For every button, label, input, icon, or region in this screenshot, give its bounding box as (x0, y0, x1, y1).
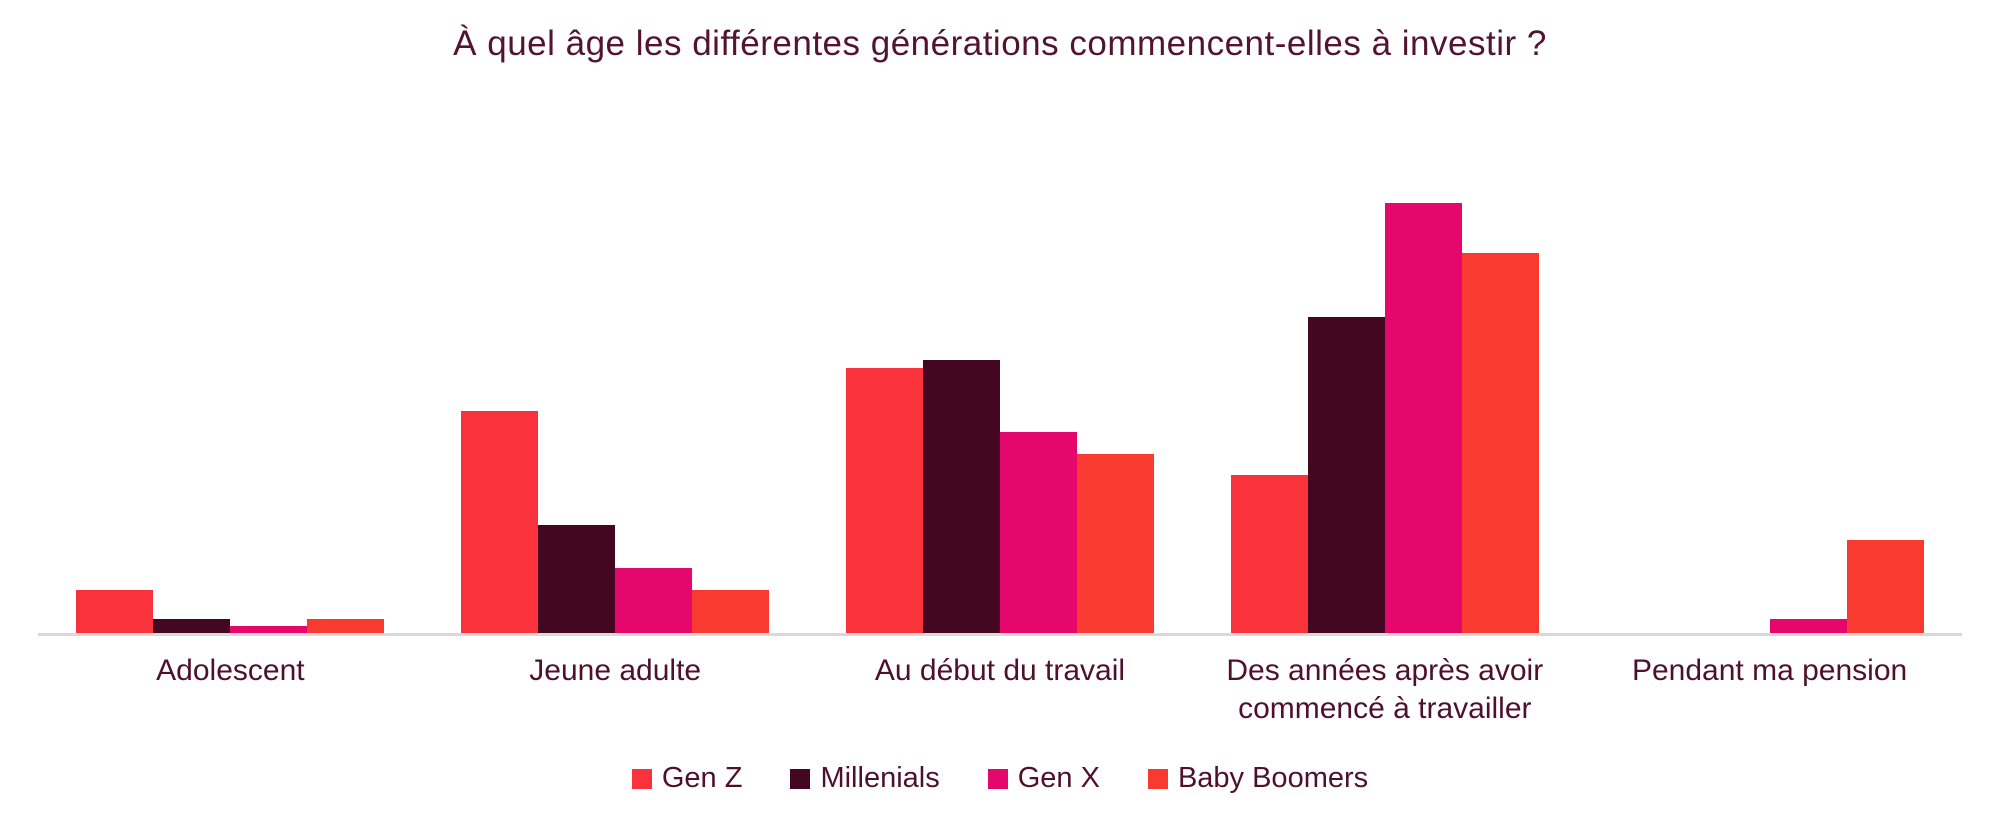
legend-label: Millenials (820, 762, 940, 794)
bar-baby-boomers-adolescent (307, 619, 385, 633)
legend-item-baby-boomers: Baby Boomers (1147, 762, 1369, 795)
bar-baby-boomers-pendant-ma-pension (1846, 540, 1924, 633)
category-axis: Adolescent Jeune adulte Au début du travai… (38, 652, 1962, 728)
bar-gen-z-au-debut-du-travail (845, 368, 923, 633)
legend-swatch-icon (1147, 768, 1168, 789)
bar-group-au-debut-du-travail (808, 181, 1193, 633)
legend-swatch-icon (790, 768, 811, 789)
legend-label: Gen Z (661, 762, 743, 794)
legend-swatch-icon (631, 768, 652, 789)
bar-group-jeune-adulte (423, 181, 808, 633)
category-label-des-annees-apres-avoir-commence-a-travailler: Des années après avoir commencé à travai… (1226, 654, 1544, 725)
chart-title: À quel âge les différentes générations c… (453, 24, 1547, 63)
bar-gen-x-adolescent (230, 626, 308, 633)
legend-item-gen-z: Gen Z (631, 762, 743, 795)
bar-gen-x-jeune-adulte (615, 568, 693, 633)
bar-gen-z-des-annees-apres-avoir-commence-a-travailler (1230, 475, 1308, 633)
bar-baby-boomers-jeune-adulte (692, 590, 770, 633)
bar-millenials-jeune-adulte (538, 525, 616, 633)
bar-gen-z-jeune-adulte (461, 411, 539, 633)
legend-label: Gen X (1017, 762, 1100, 794)
bar-baby-boomers-des-annees-apres-avoir-commence-a-travailler (1461, 253, 1539, 633)
bar-millenials-au-debut-du-travail (922, 360, 1000, 633)
legend-swatch-icon (987, 768, 1008, 789)
bar-group-des-annees-apres-avoir-commence-a-travailler (1192, 181, 1577, 633)
category-label-adolescent: Adolescent (156, 654, 305, 687)
bar-gen-x-au-debut-du-travail (999, 432, 1077, 633)
legend-label: Baby Boomers (1177, 762, 1369, 794)
plot-area (38, 181, 1962, 636)
bar-gen-x-pendant-ma-pension (1769, 619, 1847, 633)
bar-baby-boomers-au-debut-du-travail (1076, 454, 1154, 633)
bar-gen-x-des-annees-apres-avoir-commence-a-travailler (1384, 203, 1462, 633)
legend-item-millenials: Millenials (790, 762, 940, 795)
bar-group-adolescent (38, 181, 423, 633)
bar-group-pendant-ma-pension (1577, 181, 1962, 633)
category-label-pendant-ma-pension: Pendant ma pension (1631, 654, 1908, 687)
category-label-au-debut-du-travail: Au début du travail (874, 654, 1126, 687)
bar-millenials-des-annees-apres-avoir-commence-a-travailler (1307, 317, 1385, 633)
legend: Gen Z Millenials Gen X Baby Boomers (0, 762, 2000, 795)
legend-item-gen-x: Gen X (987, 762, 1100, 795)
bar-gen-z-adolescent (76, 590, 154, 633)
category-label-jeune-adulte: Jeune adulte (529, 654, 702, 687)
bar-millenials-adolescent (153, 619, 231, 633)
